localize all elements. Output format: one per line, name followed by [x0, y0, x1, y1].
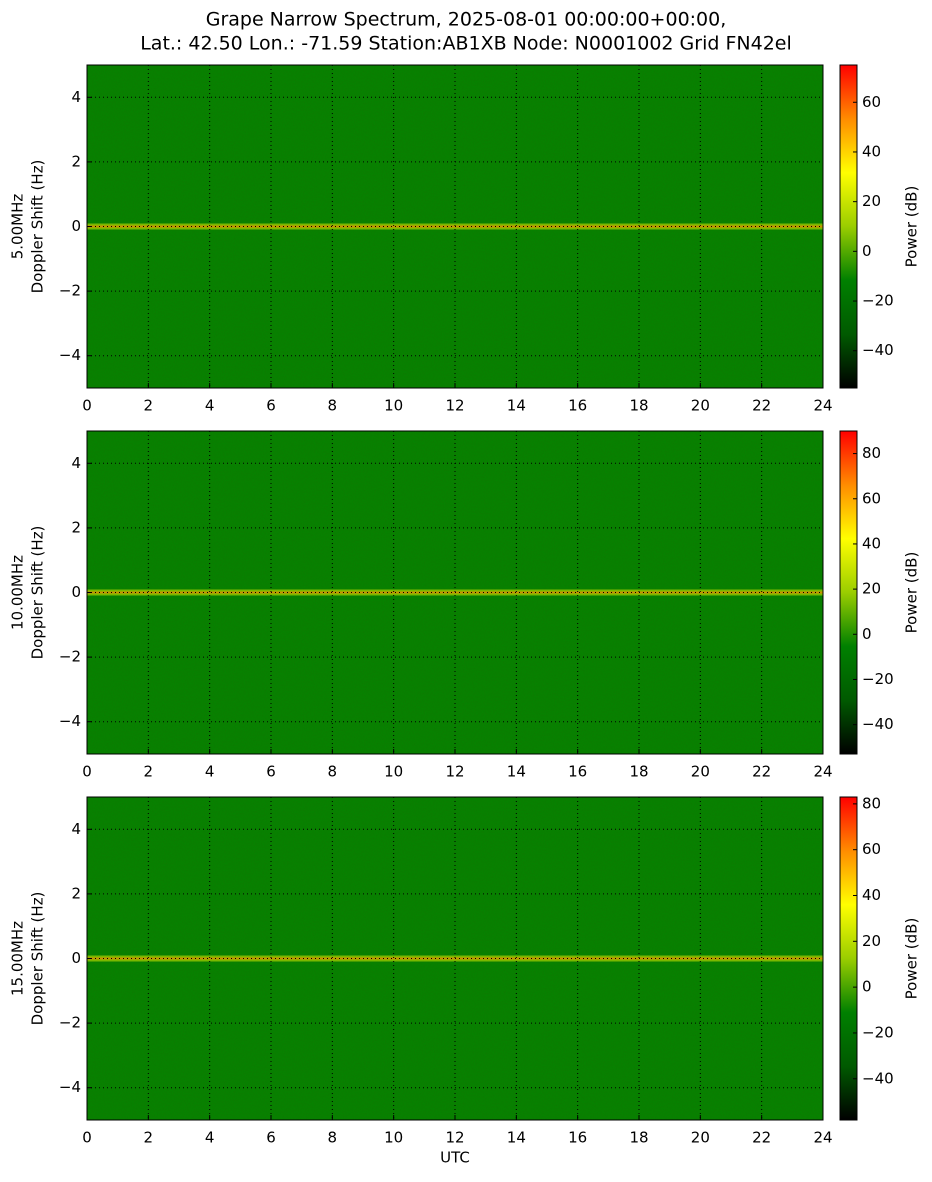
- y-axis-label: 10.00MHz: [9, 555, 27, 630]
- x-tick-label: 10: [384, 1129, 403, 1147]
- x-tick-label: 24: [813, 1129, 832, 1147]
- x-tick-label: 16: [568, 397, 587, 415]
- colorbar: [839, 64, 858, 389]
- colorbar-tick-label: 80: [862, 794, 881, 812]
- y-tick-label: 2: [71, 884, 81, 902]
- y-tick-label: 0: [71, 217, 81, 235]
- x-tick-label: 12: [445, 397, 464, 415]
- y-tick-label: −4: [59, 346, 81, 364]
- colorbar-tick-label: 0: [862, 625, 872, 643]
- colorbar-tick-label: 60: [862, 489, 881, 507]
- x-tick-label: 22: [752, 397, 771, 415]
- x-tick-label: 14: [507, 763, 526, 781]
- y-tick-label: 4: [71, 454, 81, 472]
- x-tick-label: 20: [691, 1129, 710, 1147]
- colorbar-tick-label: −20: [862, 292, 894, 310]
- x-tick-label: 12: [445, 1129, 464, 1147]
- x-tick-label: 24: [813, 763, 832, 781]
- colorbar-tick-label: −20: [862, 670, 894, 688]
- colorbar-tick-label: 0: [862, 978, 872, 996]
- colorbar-tick-label: 40: [862, 534, 881, 552]
- y-tick-label: 2: [71, 518, 81, 536]
- x-axis-label: UTC: [440, 1149, 470, 1167]
- colorbar-tick-label: 20: [862, 580, 881, 598]
- colorbar-tick-label: 60: [862, 93, 881, 111]
- x-tick-label: 4: [205, 397, 215, 415]
- y-tick-label: 4: [71, 820, 81, 838]
- x-tick-label: 10: [384, 397, 403, 415]
- colorbar-tick-label: 40: [862, 886, 881, 904]
- colorbar-tick-label: 60: [862, 840, 881, 858]
- x-tick-label: 2: [144, 397, 154, 415]
- colorbar-tick-label: 20: [862, 192, 881, 210]
- x-tick-label: 2: [144, 1129, 154, 1147]
- title-line: Lat.: 42.50 Lon.: -71.59 Station:AB1XB N…: [140, 33, 792, 55]
- colorbar-label: Power (dB): [903, 918, 921, 1000]
- colorbar-tick-label: 40: [862, 142, 881, 160]
- title-line: Grape Narrow Spectrum, 2025-08-01 00:00:…: [206, 9, 727, 31]
- y-axis-label: 15.00MHz: [9, 921, 27, 996]
- y-tick-label: −4: [59, 1078, 81, 1096]
- x-tick-label: 16: [568, 1129, 587, 1147]
- x-tick-label: 8: [328, 397, 338, 415]
- y-tick-label: 4: [71, 88, 81, 106]
- colorbar-tick-label: 20: [862, 932, 881, 950]
- x-tick-label: 18: [629, 1129, 648, 1147]
- x-tick-label: 20: [691, 763, 710, 781]
- colorbar-label: Power (dB): [903, 552, 921, 634]
- colorbar: [839, 430, 858, 755]
- x-tick-label: 20: [691, 397, 710, 415]
- y-tick-label: 0: [71, 949, 81, 967]
- plot-frame: [86, 64, 824, 389]
- x-tick-label: 4: [205, 763, 215, 781]
- x-tick-label: 10: [384, 763, 403, 781]
- y-tick-label: −4: [59, 712, 81, 730]
- y-tick-label: 0: [71, 583, 81, 601]
- colorbar-tick-label: −40: [862, 715, 894, 733]
- x-tick-label: 2: [144, 763, 154, 781]
- y-axis-label: 5.00MHz: [9, 194, 27, 260]
- x-tick-label: 16: [568, 763, 587, 781]
- plot-frame: [86, 430, 824, 755]
- colorbar-tick-label: 80: [862, 444, 881, 462]
- x-tick-label: 0: [82, 763, 92, 781]
- x-tick-label: 0: [82, 397, 92, 415]
- x-tick-label: 8: [328, 1129, 338, 1147]
- y-tick-label: −2: [59, 282, 81, 300]
- x-tick-label: 6: [266, 763, 276, 781]
- y-axis-label: Doppler Shift (Hz): [29, 892, 47, 1026]
- colorbar-tick-label: −20: [862, 1023, 894, 1041]
- colorbar-tick-label: −40: [862, 341, 894, 359]
- x-tick-label: 6: [266, 1129, 276, 1147]
- x-tick-label: 22: [752, 763, 771, 781]
- y-axis-label: Doppler Shift (Hz): [29, 526, 47, 660]
- x-tick-label: 6: [266, 397, 276, 415]
- y-axis-label: Doppler Shift (Hz): [29, 160, 47, 294]
- x-tick-label: 14: [507, 397, 526, 415]
- x-tick-label: 24: [813, 397, 832, 415]
- x-tick-label: 12: [445, 763, 464, 781]
- y-tick-label: −2: [59, 1014, 81, 1032]
- x-tick-label: 22: [752, 1129, 771, 1147]
- colorbar-label: Power (dB): [903, 186, 921, 268]
- x-tick-label: 8: [328, 763, 338, 781]
- x-tick-label: 18: [629, 763, 648, 781]
- y-tick-label: 2: [71, 152, 81, 170]
- colorbar-tick-label: 0: [862, 242, 872, 260]
- x-tick-label: 4: [205, 1129, 215, 1147]
- y-tick-label: −2: [59, 648, 81, 666]
- x-tick-label: 0: [82, 1129, 92, 1147]
- colorbar-tick-label: −40: [862, 1069, 894, 1087]
- colorbar: [839, 796, 858, 1121]
- plot-frame: [86, 796, 824, 1121]
- x-tick-label: 14: [507, 1129, 526, 1147]
- x-tick-label: 18: [629, 397, 648, 415]
